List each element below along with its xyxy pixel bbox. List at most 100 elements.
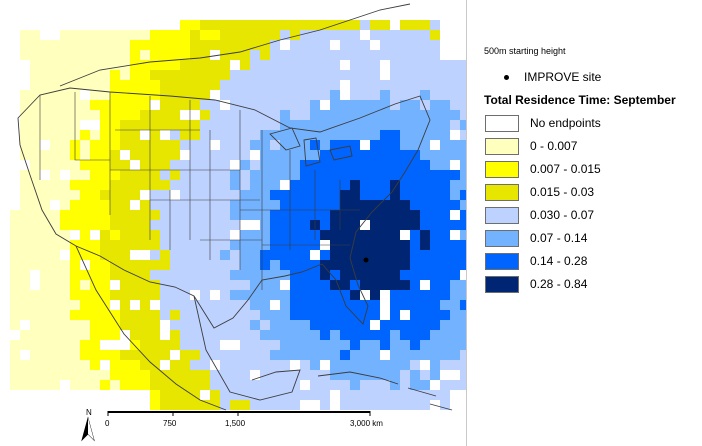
grid-cell — [50, 240, 60, 250]
grid-cell — [130, 90, 140, 100]
grid-cell — [30, 60, 40, 70]
grid-cell — [40, 90, 50, 100]
grid-cell — [450, 190, 460, 200]
grid-cell — [410, 360, 420, 370]
us-outline — [17, 87, 431, 329]
grid-cell — [70, 220, 80, 230]
grid-cell — [170, 240, 180, 250]
grid-cell — [140, 330, 150, 340]
grid-cell — [190, 210, 200, 220]
grid-cell — [320, 160, 330, 170]
grid-cell — [290, 210, 300, 220]
grid-cell — [260, 400, 270, 410]
grid-cell — [360, 300, 370, 310]
grid-cell — [110, 50, 120, 60]
grid-cell — [330, 120, 340, 130]
grid-cell — [210, 30, 220, 40]
grid-cell — [430, 320, 440, 330]
grid-cell — [460, 60, 466, 70]
grid-cell — [220, 400, 230, 410]
grid-cell — [90, 240, 100, 250]
grid-cell — [330, 160, 340, 170]
grid-cell — [200, 80, 210, 90]
grid-cell — [170, 110, 180, 120]
grid-cell — [60, 270, 70, 280]
grid-cell — [30, 100, 40, 110]
grid-cell — [180, 220, 190, 230]
grid-cell — [330, 100, 340, 110]
grid-cell — [150, 400, 160, 410]
grid-cell — [220, 80, 230, 90]
grid-cell — [110, 350, 120, 360]
grid-cell — [260, 190, 270, 200]
grid-cell — [90, 180, 100, 190]
grid-cell — [150, 370, 160, 380]
grid-cell — [110, 160, 120, 170]
grid-cell — [420, 210, 430, 220]
grid-cell — [110, 170, 120, 180]
grid-cell — [60, 370, 70, 380]
grid-cell — [280, 200, 290, 210]
grid-cell — [250, 380, 260, 390]
legend-class-label: 0 - 0.007 — [530, 139, 578, 153]
grid-cell — [360, 340, 370, 350]
grid-cell — [30, 200, 40, 210]
grid-cell — [370, 260, 380, 270]
grid-cell — [420, 20, 430, 30]
grid-cell — [50, 360, 60, 370]
grid-cell — [140, 360, 150, 370]
grid-cell — [460, 190, 466, 200]
grid-cell — [30, 130, 40, 140]
grid-cell — [50, 310, 60, 320]
grid-cell — [440, 230, 450, 240]
grid-cell — [170, 320, 180, 330]
grid-cell — [10, 340, 20, 350]
grid-cell — [310, 330, 320, 340]
grid-cell — [220, 20, 230, 30]
grid-cell — [40, 260, 50, 270]
grid-cell — [230, 180, 240, 190]
grid-cell — [180, 260, 190, 270]
grid-cell — [180, 170, 190, 180]
grid-cell — [370, 30, 380, 40]
grid-cell — [30, 360, 40, 370]
grid-cell — [280, 170, 290, 180]
grid-cell — [60, 110, 70, 120]
grid-cell — [180, 250, 190, 260]
grid-cell — [310, 370, 320, 380]
grid-cell — [170, 180, 180, 190]
grid-cell — [80, 130, 90, 140]
grid-cell — [370, 220, 380, 230]
grid-cell — [230, 190, 240, 200]
grid-cell — [380, 90, 390, 100]
grid-cell — [430, 50, 440, 60]
grid-cell — [330, 310, 340, 320]
grid-cell — [430, 370, 440, 380]
grid-cell — [270, 80, 280, 90]
grid-cell — [390, 60, 400, 70]
residence-time-grid — [10, 20, 466, 410]
grid-cell — [270, 400, 280, 410]
legend-class-label: 0.030 - 0.07 — [530, 208, 595, 222]
grid-cell — [110, 190, 120, 200]
grid-cell — [450, 240, 460, 250]
grid-cell — [360, 110, 370, 120]
grid-cell — [370, 20, 380, 30]
grid-cell — [200, 290, 210, 300]
grid-cell — [210, 180, 220, 190]
grid-cell — [240, 100, 250, 110]
grid-cell — [270, 170, 280, 180]
grid-cell — [90, 190, 100, 200]
grid-cell — [350, 30, 360, 40]
grid-cell — [170, 270, 180, 280]
grid-cell — [90, 320, 100, 330]
grid-cell — [20, 50, 30, 60]
map-frame[interactable]: 0 750 1,500 3,000 km N — [0, 0, 467, 446]
grid-cell — [50, 250, 60, 260]
grid-cell — [290, 310, 300, 320]
grid-cell — [180, 330, 190, 340]
grid-cell — [140, 30, 150, 40]
grid-cell — [120, 290, 130, 300]
grid-cell — [270, 140, 280, 150]
grid-cell — [50, 160, 60, 170]
